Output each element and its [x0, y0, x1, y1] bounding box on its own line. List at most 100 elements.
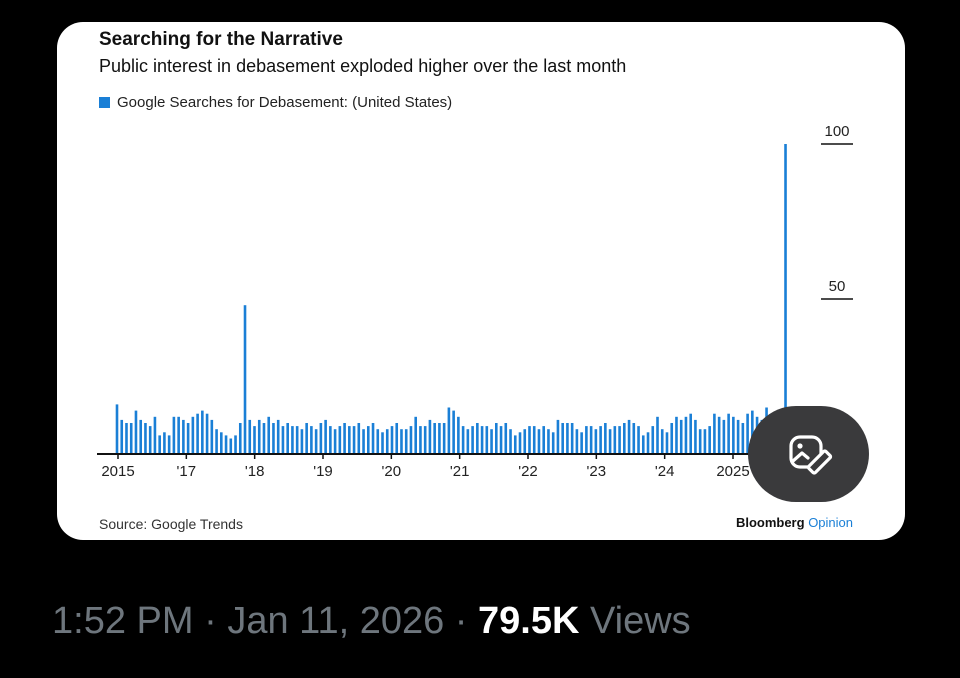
bar-mark [362, 429, 365, 454]
bar-mark [234, 435, 237, 454]
bar-mark [300, 429, 304, 454]
bar-mark [499, 426, 503, 454]
meta-separator: · [444, 600, 479, 642]
bar-mark [580, 432, 583, 454]
bar-mark [736, 419, 740, 454]
bar-mark [575, 429, 579, 454]
bar-mark [129, 423, 133, 454]
bar-mark [333, 429, 337, 454]
bar-mark [518, 432, 522, 454]
bar-mark [357, 423, 361, 454]
bar-mark [167, 435, 171, 454]
bar-mark [414, 416, 417, 454]
bar-mark [267, 416, 271, 454]
bar-mark [660, 429, 664, 454]
bar-mark [390, 426, 394, 454]
source-note: Source: Google Trends [99, 516, 243, 532]
bar-mark [348, 426, 351, 454]
brand-main: Bloomberg [735, 515, 805, 530]
bar-mark [594, 429, 598, 454]
bar-mark [566, 423, 569, 454]
bar-mark [485, 426, 489, 454]
x-tick-label: 2025 [716, 463, 749, 480]
bar-mark [220, 432, 223, 454]
bar-mark [352, 426, 356, 454]
x-tick-label: '21 [450, 463, 470, 480]
bar-mark [305, 423, 308, 454]
x-tick-label: 2015 [101, 463, 134, 480]
bar-mark [542, 426, 546, 454]
bar-mark [528, 426, 531, 454]
bar-mark [395, 423, 399, 454]
bar-mark [224, 435, 228, 454]
edit-image-button[interactable] [748, 406, 869, 502]
bar-chart: 2015 '17 '18 '19 '20 '21 '22 '23 '24 2025 50 100 [97, 123, 853, 480]
bar-mark [618, 426, 621, 454]
bar-mark [698, 429, 702, 454]
bar-mark [229, 438, 233, 454]
bar-mark [262, 423, 266, 454]
bar-mark [385, 429, 389, 454]
post-time[interactable]: 1:52 PM [52, 600, 194, 642]
bar-mark [428, 419, 432, 454]
bar-mark [172, 416, 176, 454]
post-meta: 1:52 PM · Jan 11, 2026 · 79.5K Views [52, 600, 691, 643]
bar-mark [447, 407, 451, 454]
bar-mark [589, 426, 593, 454]
chart-legend: Google Searches for Debasement: (United … [99, 94, 452, 111]
bar-mark [741, 423, 745, 454]
bar-mark [376, 429, 380, 454]
brand-logo: Bloomberg Opinion [736, 515, 853, 530]
bar-mark [675, 416, 678, 454]
bar-mark [286, 423, 289, 454]
bar-mark [201, 410, 204, 454]
bar-mark [457, 416, 460, 454]
bar-mark [694, 419, 697, 454]
bar-mark [637, 426, 640, 454]
bar-mark [561, 423, 564, 454]
bar-mark [570, 423, 574, 454]
bar-mark [651, 426, 655, 454]
bar-mark [713, 413, 716, 454]
bar-mark [148, 426, 152, 454]
bar-mark [409, 426, 413, 454]
bar-mark [319, 423, 323, 454]
bar-mark [784, 144, 787, 454]
bar-mark [689, 413, 692, 454]
bar-mark [191, 416, 195, 454]
bar-mark [338, 426, 342, 454]
bar-mark [153, 416, 157, 454]
bar-mark [276, 419, 280, 454]
bar-mark [291, 426, 294, 454]
bar-mark [419, 426, 422, 454]
views-label: Views [579, 600, 691, 642]
bar-mark [599, 426, 602, 454]
x-tick-label: '23 [587, 463, 607, 480]
bar-mark [238, 423, 242, 454]
bar-mark [551, 432, 555, 454]
bar-mark [708, 426, 711, 454]
bar-mark [186, 423, 190, 454]
bar-mark [627, 419, 631, 454]
bar-mark [480, 426, 484, 454]
post-date[interactable]: Jan 11, 2026 [227, 600, 445, 642]
bar-mark [400, 429, 403, 454]
bar-mark [490, 429, 493, 454]
bar-mark [632, 423, 636, 454]
bar-mark [608, 429, 612, 454]
bar-mark [495, 423, 498, 454]
bar-mark [253, 426, 256, 454]
x-tick-label: '24 [655, 463, 675, 480]
bar-mark [139, 419, 143, 454]
bar-mark [613, 426, 617, 454]
bar-mark [670, 423, 674, 454]
bar-mark [120, 419, 124, 454]
bar-mark [466, 429, 470, 454]
chart-card[interactable]: Searching for the Narrative Public inter… [57, 22, 905, 540]
bar-mark [727, 413, 730, 454]
meta-separator: · [193, 600, 228, 642]
bar-mark [144, 423, 147, 454]
chart-subtitle: Public interest in debasement exploded h… [99, 56, 627, 76]
bar-mark [404, 429, 408, 454]
x-tick-label: '17 [177, 463, 197, 480]
